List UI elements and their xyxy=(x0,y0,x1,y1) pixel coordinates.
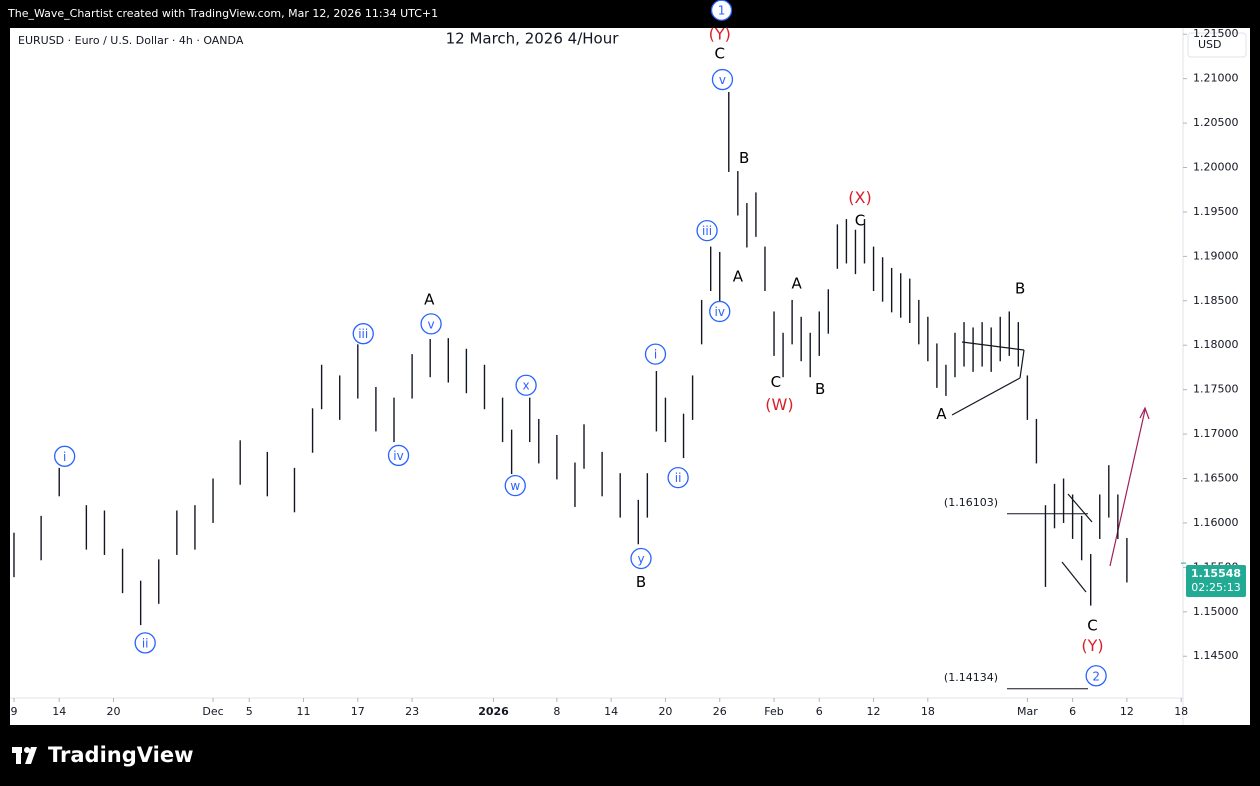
brand: TradingView xyxy=(48,743,193,767)
wave-circle xyxy=(696,219,718,242)
wave-label: x xyxy=(523,379,530,393)
y-tick-label: 1.20000 xyxy=(1193,161,1239,174)
wave-label: C xyxy=(714,44,724,62)
wave-circle xyxy=(387,444,410,467)
y-tick-label: 1.20500 xyxy=(1193,116,1239,129)
y-tick-label: 1.17500 xyxy=(1193,383,1239,396)
wave-label: C xyxy=(771,373,781,391)
y-tick-label: 1.18000 xyxy=(1193,338,1239,351)
x-tick-label: 5 xyxy=(246,705,253,718)
x-tick-label: Mar xyxy=(1017,705,1038,718)
x-tick-label: 17 xyxy=(351,705,365,718)
wave-circle xyxy=(134,632,156,654)
wave-label: B xyxy=(815,380,825,398)
wave-label: 2 xyxy=(1092,669,1100,683)
wave-label: i xyxy=(63,450,66,464)
currency-box[interactable] xyxy=(1187,32,1247,58)
x-tick-label: 20 xyxy=(658,705,672,718)
wave-circle xyxy=(644,343,667,365)
x-tick-label: Feb xyxy=(764,705,783,718)
chart-frame xyxy=(10,28,1250,725)
wave-label: iii xyxy=(702,224,712,238)
x-tick-label: 12 xyxy=(867,705,881,718)
wave-circle xyxy=(709,300,731,323)
wave-label: v xyxy=(428,317,435,331)
wave-label: w xyxy=(510,479,520,493)
y-tick-label: 1.18500 xyxy=(1193,294,1239,307)
last-price: 1.15548 xyxy=(1191,567,1241,580)
projection-arrow xyxy=(1109,406,1150,567)
wave-label: i xyxy=(654,348,657,362)
y-tick-label: 1.17000 xyxy=(1193,427,1239,440)
wave-label: v xyxy=(719,73,726,87)
wave-circle xyxy=(54,445,76,467)
y-tick-label: 1.19500 xyxy=(1193,205,1239,218)
wave-label: 1 xyxy=(718,4,726,18)
wave-label: C xyxy=(1087,617,1097,635)
y-tick-label: 1.21500 xyxy=(1193,27,1239,40)
x-tick-label: 8 xyxy=(553,705,560,718)
wave-circle xyxy=(711,68,734,91)
x-tick-label: 26 xyxy=(713,705,727,718)
wave-label: A xyxy=(936,405,947,423)
wave-label: (Y) xyxy=(1081,636,1103,655)
y-tick-label: 1.16500 xyxy=(1193,472,1239,485)
wave-circle xyxy=(710,0,733,21)
wave-circle xyxy=(515,374,537,396)
symbol: EURUSD · Euro / U.S. Dollar · 4h · OANDA xyxy=(18,34,244,47)
y-tick-label: 1.16000 xyxy=(1193,516,1239,529)
x-tick-label: 18 xyxy=(1174,705,1188,718)
wave-label: (W) xyxy=(765,395,793,414)
wave-label: C xyxy=(855,211,865,229)
header: The_Wave_Chartist created with TradingVi… xyxy=(7,7,438,20)
last-price-box xyxy=(1186,565,1246,597)
y-tick-label: 1.19000 xyxy=(1193,249,1239,262)
wave-circle xyxy=(630,547,652,570)
wave-circle xyxy=(504,474,526,497)
level-label: (1.16103) xyxy=(944,496,998,509)
wave-circle xyxy=(420,313,442,335)
wave-label: (X) xyxy=(848,188,871,207)
x-tick-label: 9 xyxy=(10,705,17,718)
wave-label: ii xyxy=(142,636,149,650)
x-tick-label: 20 xyxy=(107,705,121,718)
y-tick-label: 1.14500 xyxy=(1193,649,1239,662)
wave-label: iii xyxy=(358,327,368,341)
wave-circle xyxy=(1085,665,1107,687)
currency: USD xyxy=(1198,38,1222,51)
wave-label: (Y) xyxy=(709,25,731,44)
wave-circle xyxy=(352,323,374,345)
level-label: (1.14134) xyxy=(944,671,998,684)
x-tick-label: 14 xyxy=(52,705,66,718)
x-tick-label: Dec xyxy=(202,705,223,718)
wave-label: iv xyxy=(393,449,403,463)
wave-label: A xyxy=(733,267,744,285)
wave-label: B xyxy=(739,149,749,167)
wave-label: ii xyxy=(675,471,682,485)
logo xyxy=(12,747,37,764)
x-tick-label: 18 xyxy=(921,705,935,718)
wave-label: A xyxy=(424,290,435,308)
wave-circle xyxy=(667,466,689,489)
y-tick-label: 1.15000 xyxy=(1193,605,1239,618)
y-tick-label: 1.21000 xyxy=(1193,72,1239,85)
x-tick-label: 6 xyxy=(1069,705,1076,718)
x-tick-label: 14 xyxy=(604,705,618,718)
wave-label: B xyxy=(1015,280,1025,298)
countdown: 02:25:13 xyxy=(1191,581,1240,594)
plot: 1.145001.150001.155001.160001.165001.170… xyxy=(10,0,1239,718)
wave-label: y xyxy=(637,552,644,566)
x-tick-label: 11 xyxy=(297,705,311,718)
chart-title: 12 March, 2026 4/Hour xyxy=(446,30,620,48)
x-tick-label: 23 xyxy=(405,705,419,718)
x-tick-label: 12 xyxy=(1120,705,1134,718)
wave-label: iv xyxy=(715,305,725,319)
x-tick-label: 6 xyxy=(816,705,823,718)
wave-label: A xyxy=(792,274,803,292)
wave-label: B xyxy=(636,573,646,591)
x-tick-label: 2026 xyxy=(478,705,509,718)
